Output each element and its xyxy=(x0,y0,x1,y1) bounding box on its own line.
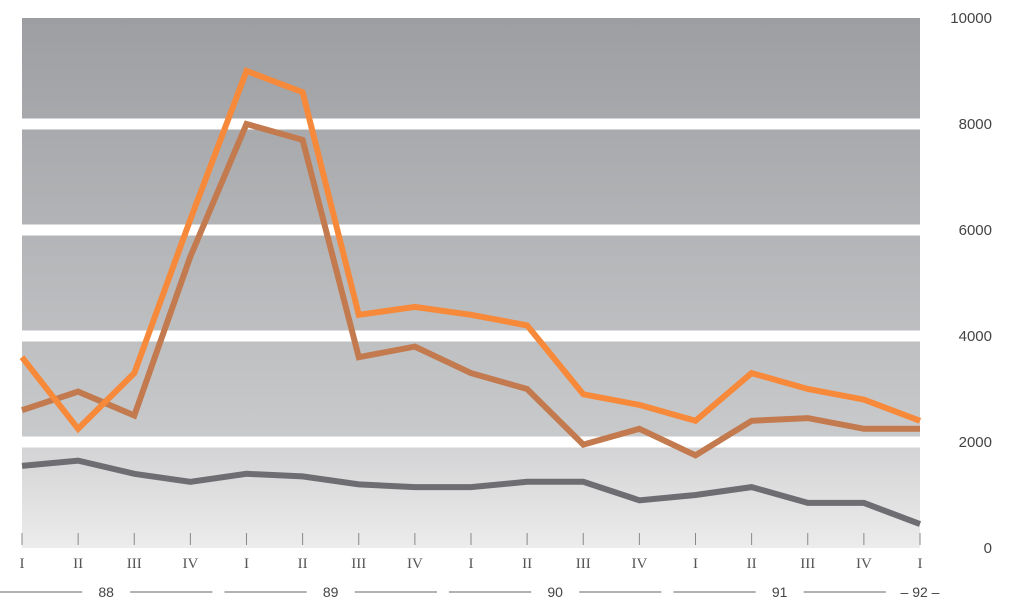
year-label: 91 xyxy=(772,584,788,600)
x-tick-label: III xyxy=(127,556,142,572)
x-tick-label: II xyxy=(522,556,532,572)
x-tick-label: II xyxy=(747,556,757,572)
x-tick-label: II xyxy=(298,556,308,572)
plot-background xyxy=(22,18,920,548)
x-tick-label: IV xyxy=(856,556,872,572)
x-tick-label: III xyxy=(351,556,366,572)
y-tick-label: 10000 xyxy=(950,10,992,27)
year-label: 88 xyxy=(98,584,114,600)
y-tick-label: 0 xyxy=(984,540,992,557)
y-tick-label: 8000 xyxy=(959,116,992,133)
series-line-1 xyxy=(19,67,922,434)
y-axis: 10000 8000 6000 4000 2000 0 xyxy=(950,10,992,557)
year-label: 89 xyxy=(323,584,339,600)
gridlines xyxy=(22,118,920,448)
series-line-2 xyxy=(21,120,920,459)
y-tick-label: 6000 xyxy=(959,222,992,239)
x-tick-label: I xyxy=(693,556,698,572)
y-tick-label: 4000 xyxy=(959,328,992,345)
x-tick-label: IV xyxy=(407,556,423,572)
x-tick-label: II xyxy=(73,556,83,572)
year-label: 90 xyxy=(547,584,563,600)
x-tick-label: I xyxy=(244,556,249,572)
x-tick-label: I xyxy=(469,556,474,572)
series-line-3 xyxy=(21,457,922,527)
x-tick-label: I xyxy=(20,556,25,572)
x-tick-label: IV xyxy=(631,556,647,572)
x-axis: I II III IV I II III IV I II III IV I II III IV I88 89 90 9… xyxy=(0,533,940,600)
x-tick-label: I xyxy=(918,556,923,572)
y-tick-label: 2000 xyxy=(959,434,992,451)
series-layer xyxy=(19,67,922,527)
x-tick-label: III xyxy=(576,556,591,572)
x-tick-label: III xyxy=(800,556,815,572)
year-label: – 92 – xyxy=(901,584,940,600)
x-tick-label: IV xyxy=(182,556,198,572)
